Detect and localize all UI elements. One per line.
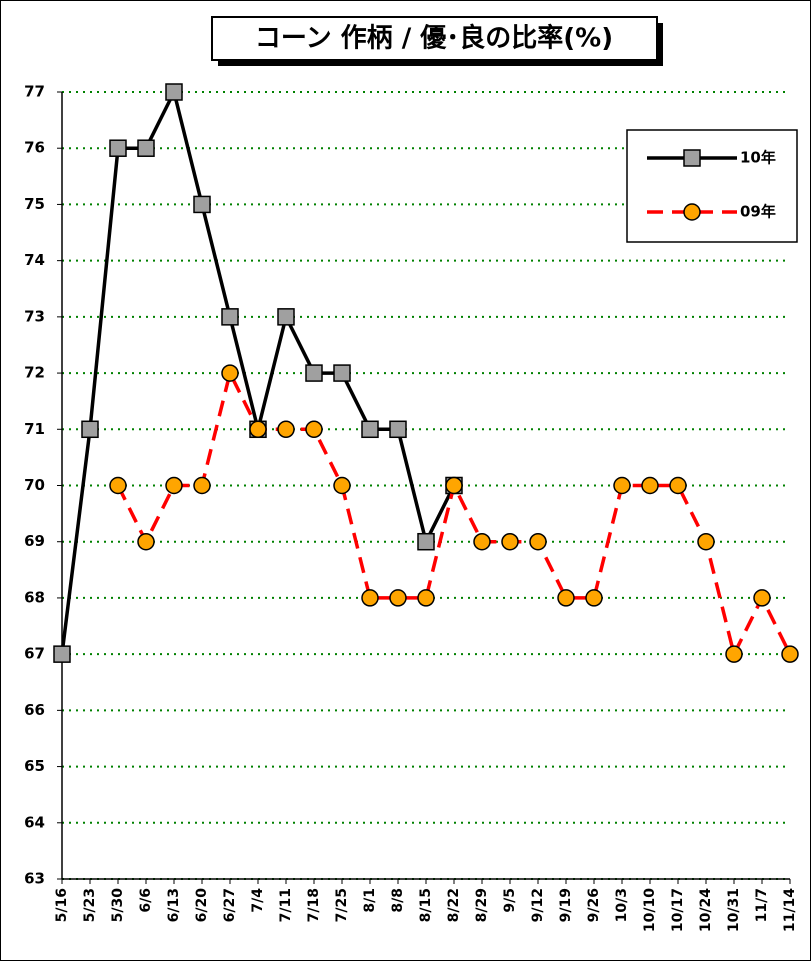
- marker: [165, 476, 183, 495]
- x-tick-label: 10/24: [698, 888, 714, 932]
- x-tick-label: 8/1: [362, 888, 378, 913]
- y-tick-label: 77: [24, 83, 45, 101]
- y-tick-label: 69: [24, 532, 45, 550]
- x-tick-label: 5/16: [54, 888, 70, 922]
- marker: [753, 589, 771, 607]
- y-tick-label: 64: [24, 813, 45, 831]
- y-tick-label: 70: [24, 476, 45, 494]
- marker: [333, 476, 351, 495]
- y-tick-label: 76: [24, 139, 45, 157]
- marker: [697, 532, 715, 551]
- x-tick-label: 5/30: [110, 888, 126, 923]
- marker: [361, 589, 379, 607]
- x-tick-label: 6/20: [194, 888, 210, 923]
- marker: [389, 589, 407, 607]
- marker: [109, 139, 127, 157]
- x-tick-label: 6/13: [166, 888, 182, 922]
- marker: [781, 645, 799, 663]
- title-box: [211, 16, 658, 61]
- x-tick-label: 5/23: [82, 888, 98, 922]
- x-tick-label: 10/3: [614, 888, 630, 922]
- marker: [529, 532, 547, 551]
- y-tick-label: 71: [24, 420, 45, 438]
- legend-box: [626, 129, 798, 243]
- x-tick-label: 9/12: [530, 888, 546, 922]
- y-tick-label: 75: [24, 195, 45, 213]
- x-tick-label: 11/7: [754, 888, 770, 922]
- y-tick-label: 74: [24, 251, 45, 269]
- x-tick-label: 7/18: [306, 888, 322, 922]
- x-tick-label: 6/27: [222, 888, 238, 922]
- x-tick-label: 7/11: [278, 888, 294, 922]
- marker: [501, 532, 519, 551]
- x-tick-label: 10/17: [670, 888, 686, 932]
- chart-title: コーン 作柄 / 優･良の比率(%): [255, 23, 613, 54]
- marker: [165, 83, 183, 101]
- legend-marker: [683, 149, 701, 167]
- marker: [417, 532, 435, 551]
- y-tick-label: 68: [24, 588, 45, 606]
- x-tick-label: 9/26: [586, 888, 602, 922]
- marker: [81, 420, 99, 439]
- marker: [249, 420, 267, 439]
- x-tick-label: 10/31: [726, 888, 742, 932]
- marker: [221, 308, 239, 326]
- legend-label: 10年: [740, 149, 776, 167]
- marker: [389, 420, 407, 439]
- y-tick-label: 66: [24, 701, 45, 719]
- y-tick-label: 73: [24, 307, 45, 325]
- marker: [725, 645, 743, 663]
- x-tick-label: 8/8: [390, 888, 406, 913]
- x-tick-label: 7/4: [250, 888, 266, 913]
- marker: [333, 364, 351, 382]
- y-tick-label: 65: [24, 757, 45, 775]
- x-tick-label: 8/15: [418, 888, 434, 922]
- marker: [473, 532, 491, 551]
- marker: [53, 645, 71, 663]
- marker: [417, 589, 435, 607]
- marker: [445, 476, 463, 495]
- marker: [193, 476, 211, 495]
- marker: [137, 532, 155, 551]
- marker: [557, 589, 575, 607]
- x-tick-label: 10/10: [642, 888, 658, 932]
- x-tick-label: 8/22: [446, 888, 462, 922]
- marker: [305, 420, 323, 439]
- x-tick-label: 9/19: [558, 888, 574, 922]
- legend-label: 09年: [740, 203, 776, 221]
- y-tick-label: 63: [24, 870, 45, 888]
- marker: [277, 420, 295, 439]
- x-tick-label: 11/14: [782, 888, 798, 932]
- x-tick-label: 9/5: [502, 888, 518, 913]
- marker: [109, 476, 127, 495]
- y-tick-label: 72: [24, 364, 45, 382]
- marker: [137, 139, 155, 157]
- marker: [585, 589, 603, 607]
- marker: [361, 420, 379, 439]
- x-tick-label: 6/6: [138, 888, 154, 913]
- marker: [613, 476, 631, 495]
- marker: [277, 308, 295, 326]
- marker: [641, 476, 659, 495]
- legend-marker: [683, 203, 701, 221]
- x-tick-label: 7/25: [334, 888, 350, 922]
- marker: [193, 195, 211, 214]
- y-tick-label: 67: [24, 645, 45, 663]
- marker: [221, 364, 239, 382]
- marker: [669, 476, 687, 495]
- x-tick-label: 8/29: [474, 888, 490, 922]
- marker: [305, 364, 323, 382]
